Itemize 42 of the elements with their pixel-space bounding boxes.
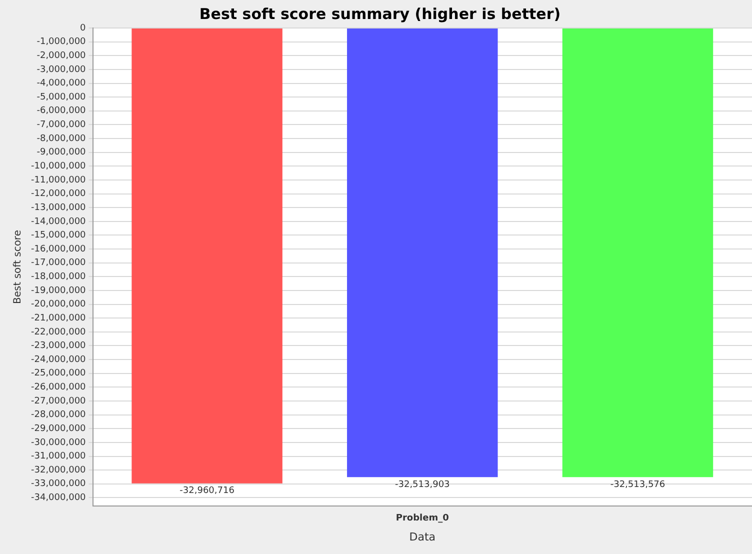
data-label: -32,513,903 <box>395 480 450 490</box>
x-axis-title: Data <box>409 530 436 544</box>
y-tick-label: -2,000,000 <box>36 50 86 61</box>
y-tick-label: -14,000,000 <box>30 216 86 227</box>
y-tick-label: -12,000,000 <box>30 189 86 200</box>
y-tick-label: -29,000,000 <box>30 424 86 434</box>
y-axis-title: Best soft score <box>12 230 24 304</box>
y-tick-label: -21,000,000 <box>30 313 86 324</box>
y-tick-label: -17,000,000 <box>30 258 86 268</box>
y-tick-label: -10,000,000 <box>30 161 86 172</box>
y-tick-label: -28,000,000 <box>30 410 86 420</box>
data-label: -32,960,716 <box>180 486 235 496</box>
y-tick-label: -30,000,000 <box>30 438 86 448</box>
y-tick-label: -18,000,000 <box>30 272 86 282</box>
y-tick-label: -24,000,000 <box>30 354 86 365</box>
data-label: -32,513,576 <box>610 480 666 490</box>
y-tick-label: -23,000,000 <box>30 341 86 352</box>
y-tick-label: -19,000,000 <box>30 286 86 296</box>
y-tick-label: -9,000,000 <box>36 148 86 158</box>
y-tick-label: -1,000,000 <box>36 37 86 48</box>
y-tick-label: -33,000,000 <box>30 479 86 490</box>
y-tick-label: -15,000,000 <box>30 230 86 241</box>
chart-title: Best soft score summary (higher is better) <box>199 4 561 23</box>
y-tick-label: -11,000,000 <box>30 175 86 186</box>
y-tick-label: -4,000,000 <box>36 78 86 89</box>
y-tick-label: -20,000,000 <box>30 300 86 310</box>
y-tick-label: -22,000,000 <box>30 327 86 338</box>
y-tick-label: -31,000,000 <box>30 452 86 462</box>
y-tick-label: -13,000,000 <box>30 202 86 213</box>
y-tick-label: -27,000,000 <box>30 396 86 406</box>
x-tick-label: Problem_0 <box>396 514 449 524</box>
y-tick-label: -32,000,000 <box>30 465 86 476</box>
y-tick-label: -5,000,000 <box>36 92 86 102</box>
y-tick-label: -6,000,000 <box>36 106 86 116</box>
y-tick-label: -26,000,000 <box>30 382 86 393</box>
y-tick-label: -3,000,000 <box>36 64 86 75</box>
y-tick-label: -7,000,000 <box>36 120 86 130</box>
y-tick-label: 0 <box>80 23 86 34</box>
y-tick-label: -34,000,000 <box>30 493 86 504</box>
y-tick-label: -25,000,000 <box>30 368 86 379</box>
y-tick-label: -16,000,000 <box>30 244 86 254</box>
y-tick-label: -8,000,000 <box>36 134 86 144</box>
